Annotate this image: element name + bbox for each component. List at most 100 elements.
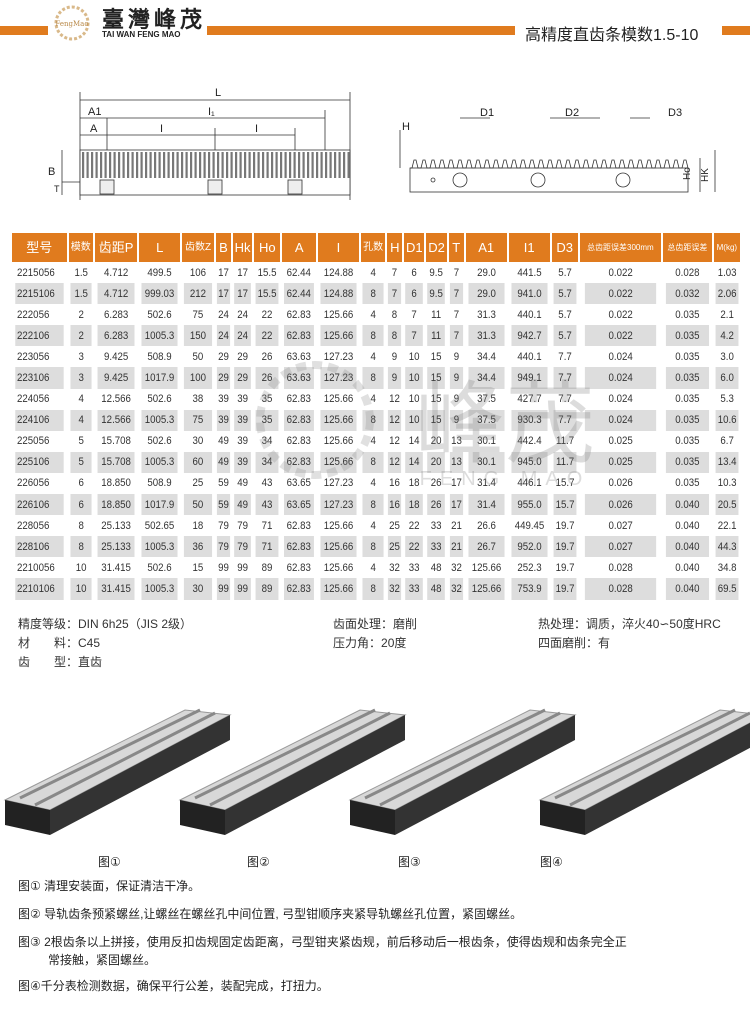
table-cell: 62.83 (287, 561, 312, 574)
table-cell: 10 (405, 409, 424, 431)
table-cell: 14 (405, 451, 424, 473)
dim-label-H: H (402, 121, 410, 133)
table-cell: 225056 (17, 435, 50, 448)
table-cell: 14 (408, 435, 420, 448)
table-cell: 15 (192, 561, 204, 574)
table-cell: 124.88 (323, 266, 354, 279)
table-cell: 124.88 (320, 283, 357, 305)
table-cell: 26 (427, 494, 446, 516)
column-header: 齿距P (94, 233, 138, 262)
table-cell: 31.4 (476, 477, 496, 490)
table-cell: 0.025 (584, 451, 657, 473)
table-cell: 9 (453, 350, 459, 363)
table-cell: 17 (449, 494, 463, 516)
table-cell: 10 (408, 350, 420, 363)
install-photo-2 (178, 708, 407, 835)
table-cell: 33 (431, 519, 442, 532)
table-cell: 6 (70, 494, 92, 516)
table-cell: 125.66 (468, 578, 505, 600)
table-cell: 427.7 (517, 393, 542, 406)
table-cell: 22 (408, 519, 420, 532)
table-cell: 20 (427, 451, 446, 473)
table-cell: 225106 (15, 451, 64, 473)
table-cell: 100 (184, 367, 213, 389)
table-cell: 8 (362, 283, 384, 305)
table-cell: 1.5 (70, 283, 92, 305)
table-cell: 4 (370, 350, 376, 363)
table-cell: 4.712 (103, 266, 129, 279)
table-cell: 9 (388, 367, 402, 389)
table-cell: 39 (237, 393, 249, 406)
table-cell: 33 (408, 561, 420, 574)
table-cell: 36 (184, 536, 213, 558)
table-cell: 6.283 (97, 325, 135, 347)
table-cell: 29 (237, 350, 249, 363)
table-cell: 0.040 (665, 536, 709, 558)
table-cell: 7 (449, 283, 463, 305)
dim-label-D2: D2 (565, 107, 579, 119)
table-cell: 228106 (15, 536, 64, 558)
table-cell: 3.0 (720, 350, 734, 363)
column-header: D1 (404, 233, 425, 262)
table-cell: 0.022 (608, 308, 633, 321)
table-cell: 7.7 (553, 367, 577, 389)
table-cell: 22.1 (717, 519, 737, 532)
table-cell: 440.1 (517, 350, 542, 363)
figure-caption-1: 图① (98, 855, 121, 869)
table-cell: 9.5 (427, 283, 446, 305)
install-photos (3, 708, 750, 835)
table-cell: 24 (216, 325, 231, 347)
table-cell: 2210056 (17, 561, 55, 574)
table-cell: 29 (218, 350, 229, 363)
table-cell: 502.65 (144, 519, 175, 532)
table-cell: 29 (234, 367, 252, 389)
table-cell: 79 (218, 519, 229, 532)
table-cell: 7 (405, 325, 424, 347)
table-cell: 11.7 (553, 451, 577, 473)
table-cell: 0.022 (584, 283, 657, 305)
table-cell: 89 (261, 561, 273, 574)
table-cell: 33 (405, 578, 424, 600)
table-cell: 502.6 (147, 393, 172, 406)
table-cell: 7 (388, 283, 402, 305)
table-cell: 60 (184, 451, 213, 473)
table-cell: 1005.3 (141, 409, 178, 431)
table-cell: 0.027 (608, 519, 633, 532)
table-cell: 5.7 (557, 308, 572, 321)
table-cell: 31.4 (468, 494, 505, 516)
brand-name-en: TAI WAN FENG MAO (102, 30, 181, 39)
table-cell: 29.0 (468, 283, 505, 305)
table-cell: 31.3 (476, 308, 496, 321)
table-cell: 6.0 (715, 367, 739, 389)
table-cell: 6 (78, 477, 84, 490)
table-cell: 99 (237, 561, 249, 574)
dim-label-D3: D3 (668, 107, 682, 119)
table-cell: 4 (370, 519, 376, 532)
figure-caption-4: 图④ (540, 855, 563, 869)
table-cell: 15.7 (555, 477, 575, 490)
table-cell: 4 (370, 266, 376, 279)
spec-table: 型号 模数 齿距P L 齿数Z B Hk Ho A I 孔数 H D1 D2 T A1 I1 D3 总齿距误差300… (10, 233, 742, 600)
table-row: 2210056 10 31.415 502.6 15 99 99 89 62.83 125.66 4… (12, 557, 740, 578)
column-header: H (387, 233, 403, 262)
table-cell: 10.6 (715, 409, 739, 431)
table-cell: 48 (431, 561, 442, 574)
table-cell: 127.23 (320, 367, 357, 389)
table-cell: 125.66 (323, 561, 354, 574)
table-cell: 6.7 (720, 435, 734, 448)
dim-label-I: I (160, 123, 163, 135)
table-cell: 2210106 (15, 578, 64, 600)
table-cell: 226056 (17, 477, 50, 490)
table-cell: 22 (255, 325, 279, 347)
rack-drawing: L A1 I₁ A I I B T H D1 D2 D3 Ho HK (48, 87, 716, 200)
column-header: L (139, 233, 181, 262)
table-row: 226106 6 18.850 1017.9 50 59 49 43 63.65 127.23 8 1… (12, 494, 740, 516)
note-3-cont: 常接触，紧固螺丝。 (48, 953, 157, 967)
table-cell: 0.040 (665, 494, 709, 516)
table-cell: 125.66 (323, 435, 354, 448)
table-cell: 7.7 (557, 393, 572, 406)
table-cell: 125.66 (471, 561, 501, 574)
table-cell: 62.83 (284, 451, 314, 473)
table-cell: 226106 (15, 494, 64, 516)
table-cell: 9.425 (97, 367, 135, 389)
